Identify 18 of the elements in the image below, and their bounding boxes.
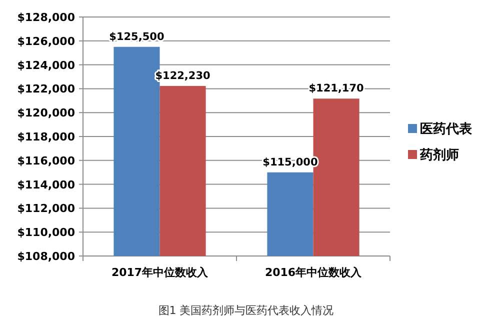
y-tick-label: $122,000 [17, 82, 76, 96]
legend-label: 药剂师 [419, 147, 459, 163]
y-tick-label: $118,000 [17, 130, 76, 144]
y-tick-label: $112,000 [17, 202, 76, 216]
y-tick-label: $120,000 [17, 106, 76, 120]
x-tick-label: 2016年中位数收入 [264, 266, 363, 279]
data-label: $125,500 [109, 30, 164, 43]
y-tick-label: $114,000 [17, 178, 76, 192]
caption: 图1 美国药剂师与医药代表收入情况 [158, 304, 334, 317]
y-tick-label: $124,000 [17, 58, 76, 72]
y-tick-label: $116,000 [17, 154, 76, 168]
y-tick-label: $128,000 [17, 11, 76, 24]
legend-label: 医药代表 [420, 121, 473, 137]
y-tick-label: $110,000 [17, 226, 76, 240]
y-tick-label: $108,000 [17, 250, 76, 263]
x-tick-label: 2017年中位数收入 [111, 266, 210, 279]
y-tick-label: $126,000 [17, 34, 76, 48]
data-label: $121,170 [308, 82, 364, 95]
